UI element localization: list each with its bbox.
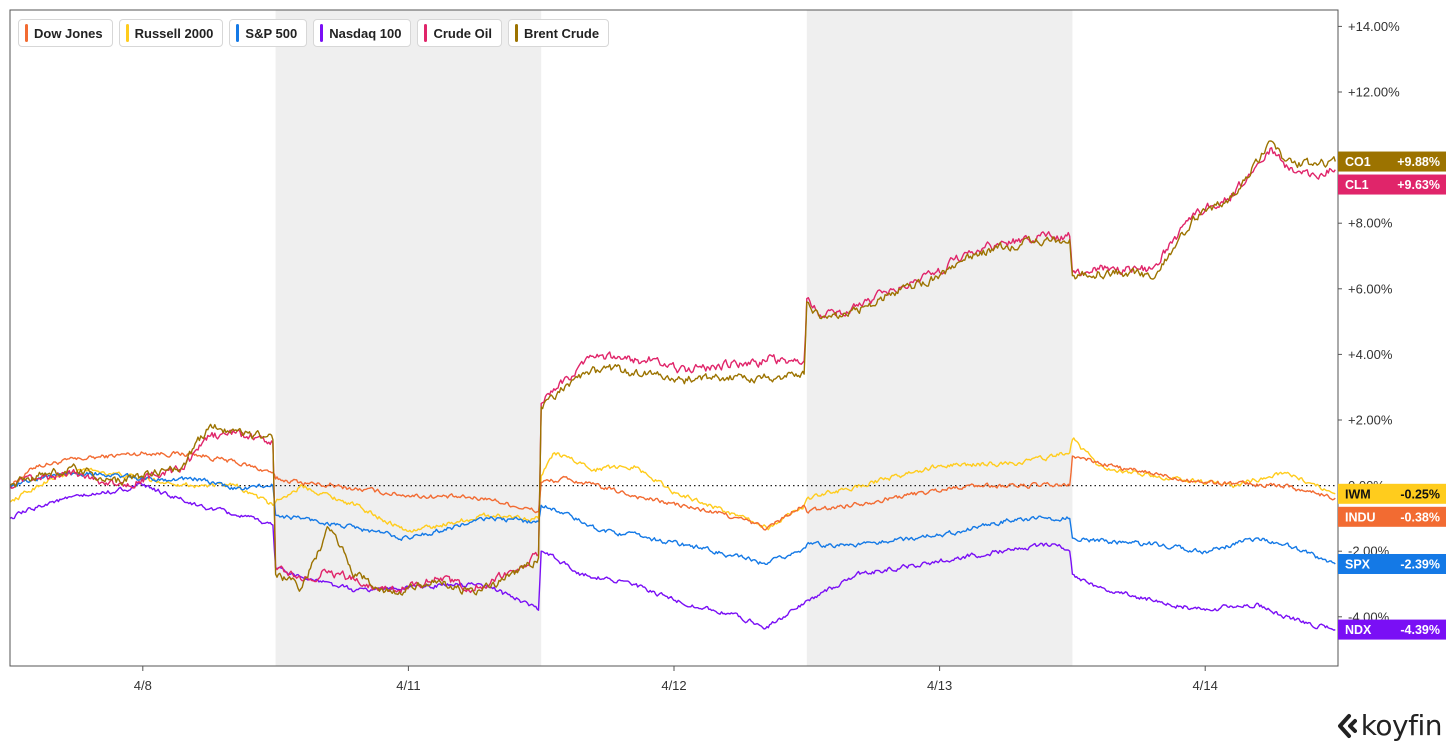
x-tick-label: 4/14 [1193,678,1218,693]
series-line-iwm [9,437,1336,533]
shaded-periods [275,10,1073,666]
series-line-co1 [9,140,1336,596]
legend-item-cl1[interactable]: Crude Oil [417,19,502,47]
series-line-indu [9,450,1336,531]
legend-item-spx[interactable]: S&P 500 [229,19,308,47]
badge-spx: SPX -2.39% [1338,553,1446,574]
koyfin-mark-icon [1337,713,1357,738]
legend-swatch [514,24,518,42]
shaded-period [806,10,1073,666]
legend-item-co1[interactable]: Brent Crude [507,19,610,47]
badge-indu: INDU -0.38% [1338,506,1446,527]
x-axis: 4/8 4/11 4/12 4/13 4/14 [134,666,1218,693]
legend-item-iwm[interactable]: Russell 2000 [118,19,224,47]
legend: Dow Jones Russell 2000 S&P 500 Nasdaq 100 Cr… [18,19,610,47]
badge-bg [1338,506,1446,527]
x-tick-label: 4/11 [396,678,420,693]
legend-item-indu[interactable]: Dow Jones [18,19,113,47]
badge-iwm: IWM -0.25% [1338,483,1446,504]
y-tick-label: +8.00% [1348,216,1393,231]
badge-value: -4.39% [1400,623,1440,637]
legend-swatch [236,24,240,42]
badge-bg [1338,151,1446,172]
badge-value: -0.38% [1400,510,1440,524]
y-tick-label: +4.00% [1348,347,1393,362]
legend-label: Brent Crude [523,25,600,41]
badge-ticker: INDU [1345,510,1376,524]
legend-label: Russell 2000 [134,25,214,41]
x-tick-label: 4/13 [927,678,952,693]
legend-item-ndx[interactable]: Nasdaq 100 [313,19,412,47]
series-line-spx [9,471,1336,565]
badge-bg [1338,483,1446,504]
badge-bg [1338,174,1446,195]
y-tick-label: +14.00% [1348,19,1400,34]
badge-ticker: IWM [1345,487,1371,501]
badge-ndx: NDX -4.39% [1338,619,1446,640]
series-line-ndx [9,481,1336,631]
badge-value: +9.88% [1397,155,1440,169]
shaded-period [275,10,542,666]
badge-ticker: SPX [1345,557,1371,571]
x-tick-label: 4/8 [134,678,152,693]
y-tick-label: +12.00% [1348,85,1400,100]
badge-ticker: NDX [1345,623,1372,637]
x-tick-label: 4/12 [661,678,686,693]
koyfin-logo: koyfin [1337,709,1443,742]
legend-swatch [25,24,28,42]
y-tick-label: +6.00% [1348,281,1393,296]
legend-label: Dow Jones [34,25,103,41]
y-tick-label: +2.00% [1348,413,1393,428]
legend-label: Crude Oil [433,25,492,41]
legend-swatch [320,24,324,42]
badge-value: -0.25% [1400,487,1440,501]
series-lines [9,140,1336,631]
last-value-badges: CO1 +9.88% CL1 +9.63% IWM -0.25% INDU -0.38% SPX… [1338,151,1446,640]
badge-value: -2.39% [1400,557,1440,571]
badge-bg [1338,619,1446,640]
legend-swatch [424,24,428,42]
badge-cl1: CL1 +9.63% [1338,174,1446,195]
legend-label: S&P 500 [245,25,298,41]
brand-name: koyfin [1360,709,1443,742]
plot-border [9,9,1339,667]
legend-swatch [125,24,129,42]
badge-co1: CO1 +9.88% [1338,151,1446,172]
badge-ticker: CL1 [1345,178,1369,192]
series-line-cl1 [9,147,1336,594]
badge-value: +9.63% [1397,178,1440,192]
badge-bg [1338,553,1446,574]
legend-label: Nasdaq 100 [329,25,402,41]
y-axis: +14.00%+12.00%+10.00%+8.00%+6.00%+4.00%+… [1338,19,1400,624]
badge-ticker: CO1 [1345,155,1371,169]
